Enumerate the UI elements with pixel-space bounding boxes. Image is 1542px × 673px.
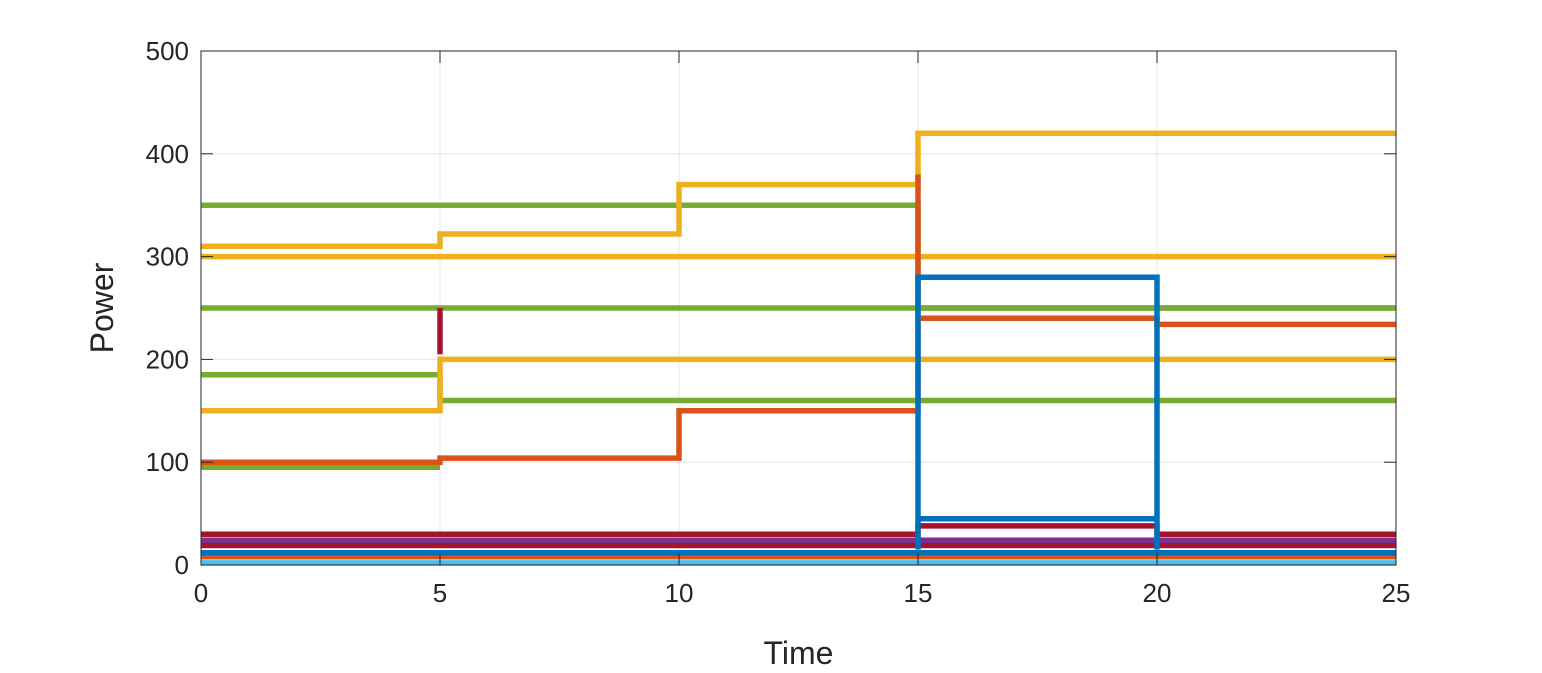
y-tick-label: 200	[146, 344, 189, 374]
y-tick-label: 500	[146, 36, 189, 66]
x-tick-label: 20	[1143, 578, 1172, 608]
x-tick-label: 25	[1382, 578, 1411, 608]
y-axis-label: Power	[84, 262, 120, 353]
series-group	[201, 130, 1396, 566]
y-tick-label: 300	[146, 242, 189, 272]
series-line-5	[201, 130, 1396, 250]
y-tick-label: 100	[146, 447, 189, 477]
ticks: 0 5 10 15 20 25 0 100 200 300 400 500	[146, 36, 1411, 608]
x-axis-label: Time	[764, 635, 834, 671]
series-line-3	[201, 372, 1396, 404]
series-line-8	[201, 315, 1396, 465]
x-tick-label: 15	[904, 578, 933, 608]
x-tick-label: 0	[194, 578, 208, 608]
series-line-15	[915, 274, 1160, 550]
series-line-12	[201, 523, 1396, 537]
x-tick-label: 5	[433, 578, 447, 608]
y-tick-label: 0	[175, 550, 189, 580]
y-tick-label: 400	[146, 139, 189, 169]
plot-area-frame	[200, 50, 1397, 566]
x-tick-label: 10	[665, 578, 694, 608]
